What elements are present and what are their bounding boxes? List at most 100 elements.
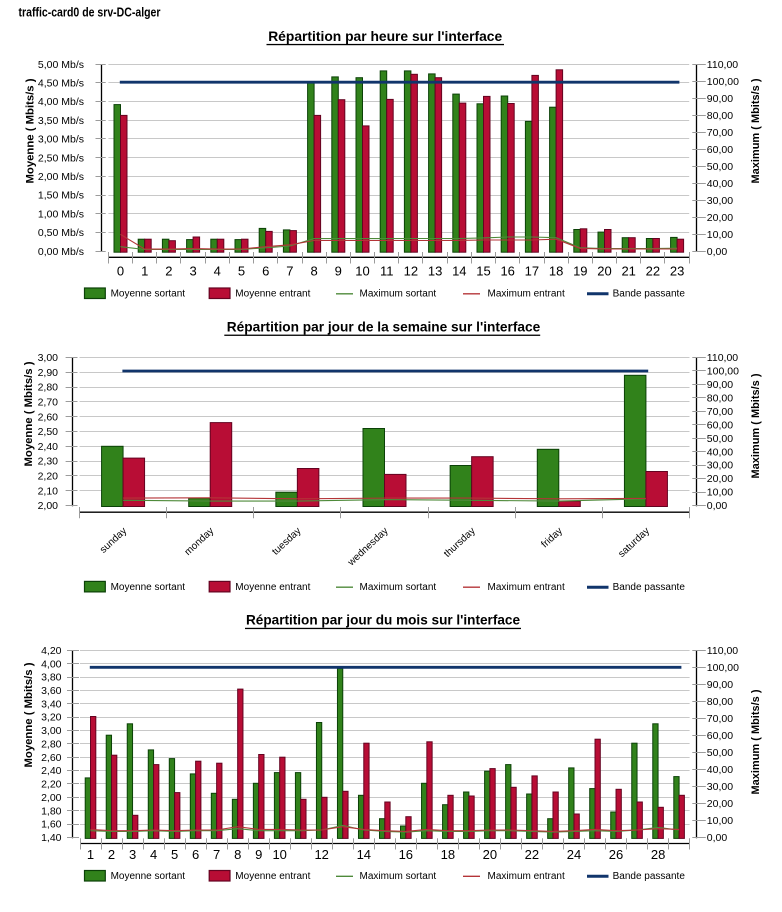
svg-text:0: 0 bbox=[117, 264, 124, 279]
svg-text:Bande passante: Bande passante bbox=[613, 582, 686, 593]
svg-text:1,50 Mb/s: 1,50 Mb/s bbox=[38, 190, 84, 202]
svg-text:20,00: 20,00 bbox=[707, 798, 733, 810]
svg-text:22: 22 bbox=[525, 847, 539, 862]
svg-text:90,00: 90,00 bbox=[707, 679, 733, 691]
svg-text:0,00: 0,00 bbox=[707, 500, 728, 512]
svg-text:90,00: 90,00 bbox=[707, 93, 733, 105]
svg-text:5: 5 bbox=[171, 847, 178, 862]
svg-text:3,80: 3,80 bbox=[41, 672, 62, 684]
svg-text:21: 21 bbox=[621, 264, 635, 279]
svg-text:60,00: 60,00 bbox=[707, 419, 733, 431]
svg-text:Répartition par jour du mois s: Répartition par jour du mois sur l'inter… bbox=[246, 612, 520, 628]
svg-text:2,20: 2,20 bbox=[41, 779, 62, 791]
svg-text:8: 8 bbox=[234, 847, 241, 862]
svg-text:Moyenne ( Mbits/s ): Moyenne ( Mbits/s ) bbox=[23, 662, 35, 767]
svg-text:110,00: 110,00 bbox=[707, 645, 738, 657]
svg-text:10,00: 10,00 bbox=[707, 815, 733, 827]
svg-text:30,00: 30,00 bbox=[707, 195, 733, 207]
svg-text:18: 18 bbox=[441, 847, 455, 862]
svg-text:6: 6 bbox=[192, 847, 199, 862]
svg-text:7: 7 bbox=[213, 847, 220, 862]
svg-text:13: 13 bbox=[428, 264, 442, 279]
svg-text:3,40: 3,40 bbox=[41, 698, 62, 710]
svg-text:16: 16 bbox=[500, 264, 514, 279]
svg-text:0,00: 0,00 bbox=[707, 246, 728, 258]
svg-text:Maximum sortant: Maximum sortant bbox=[360, 582, 437, 593]
svg-text:24: 24 bbox=[567, 847, 581, 862]
svg-text:14: 14 bbox=[452, 264, 466, 279]
svg-text:10,00: 10,00 bbox=[707, 229, 733, 241]
svg-text:60,00: 60,00 bbox=[707, 730, 733, 742]
svg-text:9: 9 bbox=[255, 847, 262, 862]
svg-text:2,00: 2,00 bbox=[41, 792, 62, 804]
svg-text:2,10: 2,10 bbox=[38, 485, 59, 497]
svg-text:2,00 Mb/s: 2,00 Mb/s bbox=[38, 171, 84, 183]
svg-text:Bande passante: Bande passante bbox=[613, 871, 686, 882]
svg-text:90,00: 90,00 bbox=[707, 379, 733, 391]
svg-text:60,00: 60,00 bbox=[707, 144, 733, 156]
svg-text:2,40: 2,40 bbox=[41, 765, 62, 777]
svg-text:6: 6 bbox=[262, 264, 269, 279]
svg-text:9: 9 bbox=[335, 264, 342, 279]
svg-text:Maximum ( Mbits/s ): Maximum ( Mbits/s ) bbox=[750, 689, 762, 794]
svg-text:23: 23 bbox=[670, 264, 684, 279]
svg-text:Moyenne entrant: Moyenne entrant bbox=[235, 582, 310, 593]
svg-text:40,00: 40,00 bbox=[707, 178, 733, 190]
svg-text:2,00: 2,00 bbox=[38, 500, 59, 512]
svg-text:2,90: 2,90 bbox=[38, 367, 59, 379]
svg-text:1,80: 1,80 bbox=[41, 805, 62, 817]
svg-text:20: 20 bbox=[597, 264, 611, 279]
svg-text:Moyenne entrant: Moyenne entrant bbox=[235, 289, 310, 300]
svg-text:Moyenne ( Mbits/s ): Moyenne ( Mbits/s ) bbox=[23, 361, 35, 466]
svg-text:17: 17 bbox=[525, 264, 539, 279]
svg-text:8: 8 bbox=[310, 264, 317, 279]
svg-text:Moyenne sortant: Moyenne sortant bbox=[111, 289, 186, 300]
svg-text:Moyenne ( Mbits/s ): Moyenne ( Mbits/s ) bbox=[25, 78, 37, 183]
svg-text:2,50: 2,50 bbox=[38, 426, 59, 438]
svg-text:Maximum sortant: Maximum sortant bbox=[360, 289, 437, 300]
svg-text:Bande passante: Bande passante bbox=[613, 289, 686, 300]
svg-text:2,80: 2,80 bbox=[38, 382, 59, 394]
svg-text:Répartition par jour de la sem: Répartition par jour de la semaine sur l… bbox=[227, 319, 541, 335]
svg-text:1,60: 1,60 bbox=[41, 819, 62, 831]
svg-text:2,60: 2,60 bbox=[41, 752, 62, 764]
svg-text:19: 19 bbox=[573, 264, 587, 279]
svg-text:14: 14 bbox=[357, 847, 371, 862]
svg-text:2,20: 2,20 bbox=[38, 471, 59, 483]
svg-text:26: 26 bbox=[609, 847, 623, 862]
svg-text:70,00: 70,00 bbox=[707, 713, 733, 725]
svg-text:50,00: 50,00 bbox=[707, 433, 733, 445]
svg-text:0,00 Mb/s: 0,00 Mb/s bbox=[38, 246, 84, 258]
svg-text:2,70: 2,70 bbox=[38, 397, 59, 409]
svg-text:0,50 Mb/s: 0,50 Mb/s bbox=[38, 227, 84, 239]
svg-text:70,00: 70,00 bbox=[707, 406, 733, 418]
svg-text:50,00: 50,00 bbox=[707, 747, 733, 759]
svg-text:50,00: 50,00 bbox=[707, 161, 733, 173]
svg-text:15: 15 bbox=[476, 264, 490, 279]
svg-text:Répartition par heure sur l'in: Répartition par heure sur l'interface bbox=[268, 28, 502, 44]
svg-text:16: 16 bbox=[399, 847, 413, 862]
svg-text:5: 5 bbox=[238, 264, 245, 279]
svg-text:40,00: 40,00 bbox=[707, 764, 733, 776]
svg-text:Moyenne sortant: Moyenne sortant bbox=[111, 871, 186, 882]
svg-text:2,50 Mb/s: 2,50 Mb/s bbox=[38, 152, 84, 164]
svg-text:Maximum ( Mbits/s ): Maximum ( Mbits/s ) bbox=[750, 373, 762, 478]
svg-text:3,00: 3,00 bbox=[38, 352, 59, 364]
svg-text:28: 28 bbox=[651, 847, 665, 862]
svg-text:20,00: 20,00 bbox=[707, 212, 733, 224]
svg-text:4,20: 4,20 bbox=[41, 645, 62, 657]
svg-text:30,00: 30,00 bbox=[707, 460, 733, 472]
svg-text:30,00: 30,00 bbox=[707, 781, 733, 793]
svg-text:2,30: 2,30 bbox=[38, 456, 59, 468]
svg-text:3,20: 3,20 bbox=[41, 712, 62, 724]
svg-text:0,00: 0,00 bbox=[707, 832, 728, 844]
svg-text:1: 1 bbox=[87, 847, 94, 862]
svg-text:10: 10 bbox=[355, 264, 369, 279]
svg-text:4: 4 bbox=[150, 847, 157, 862]
svg-text:4: 4 bbox=[214, 264, 221, 279]
svg-text:2: 2 bbox=[165, 264, 172, 279]
svg-text:70,00: 70,00 bbox=[707, 127, 733, 139]
svg-text:11: 11 bbox=[380, 264, 394, 279]
svg-text:1,00 Mb/s: 1,00 Mb/s bbox=[38, 208, 84, 220]
svg-text:10: 10 bbox=[272, 847, 286, 862]
